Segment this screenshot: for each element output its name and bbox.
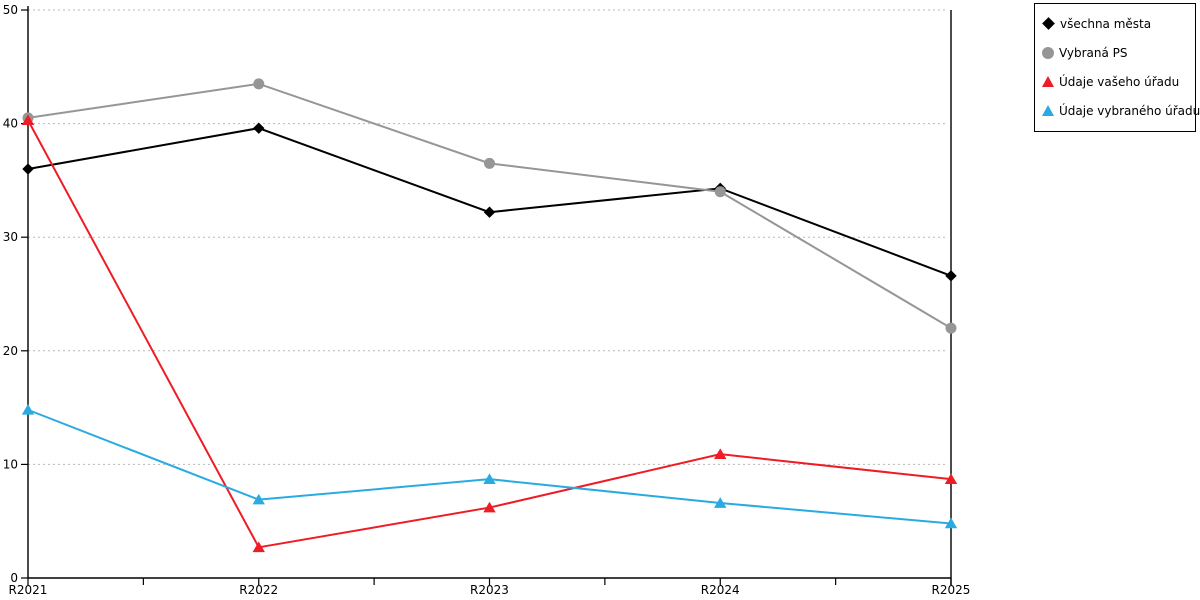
svg-text:30: 30 [3, 230, 18, 244]
triangle-marker-icon [1042, 76, 1054, 87]
legend-item-vybrana-ps: Vybraná PS [1042, 38, 1191, 67]
legend: všechna města Vybraná PS Údaje vašeho úř… [1034, 3, 1200, 132]
legend-item-udaje-vybraneho-uradu: Údaje vybraného úřadu [1042, 96, 1200, 125]
svg-text:40: 40 [3, 117, 18, 131]
triangle-marker-icon [1042, 105, 1054, 116]
series-3 [21, 404, 958, 529]
series-1 [22, 78, 957, 334]
svg-text:R2022: R2022 [239, 583, 278, 597]
svg-text:R2021: R2021 [9, 583, 48, 597]
diamond-marker-icon [1042, 17, 1055, 30]
svg-text:R2023: R2023 [470, 583, 509, 597]
y-axis: 0 10 20 30 40 50 [3, 3, 29, 585]
svg-text:0: 0 [10, 571, 18, 585]
legend-label: všechna města [1060, 16, 1152, 31]
circle-marker-icon [1042, 46, 1054, 59]
series-2 [21, 114, 958, 553]
legend-label: Vybraná PS [1059, 45, 1128, 60]
svg-text:R2024: R2024 [701, 583, 740, 597]
svg-text:20: 20 [3, 344, 18, 358]
series-0 [22, 122, 957, 282]
legend-item-vsechna-mesta: všechna města [1042, 9, 1191, 38]
svg-text:R2025: R2025 [932, 583, 971, 597]
legend-item-udaje-vaseho-uradu: Údaje vašeho úřadu [1042, 67, 1191, 96]
legend-label: Údaje vybraného úřadu [1059, 103, 1200, 118]
svg-text:10: 10 [3, 457, 18, 471]
gridlines [28, 9, 947, 465]
legend-label: Údaje vašeho úřadu [1059, 74, 1180, 89]
svg-text:50: 50 [3, 3, 18, 17]
x-axis: R2021 R2022 R2023 R2024 R2025 [9, 10, 971, 597]
